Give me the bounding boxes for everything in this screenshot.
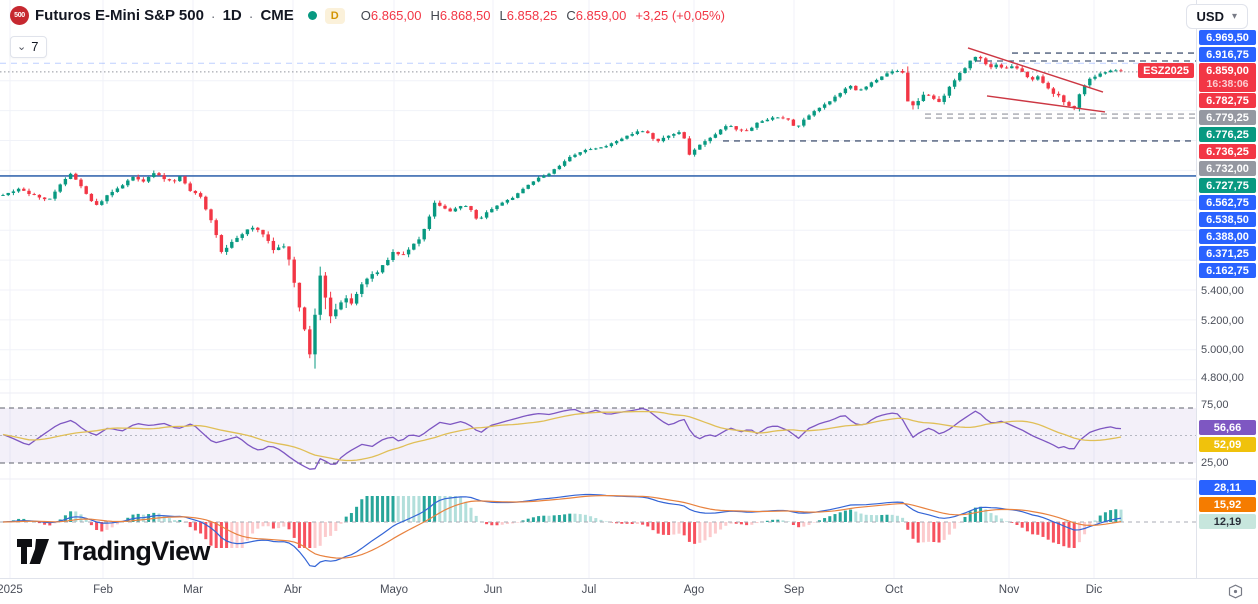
price-axis-label: 6.538,50 <box>1199 212 1256 227</box>
symbol-title[interactable]: Futuros E-Mini S&P 500 <box>35 7 204 24</box>
price-axis-tick: 5.200,00 <box>1201 314 1244 327</box>
low-value: 6.858,25 <box>506 8 558 23</box>
price-axis[interactable]: 6.969,50 6.916,75 6.859,00 16:38:06 6.782,75… <box>1196 0 1258 578</box>
contract-label: ESZ2025 <box>1138 63 1194 78</box>
low-label: L <box>499 8 507 23</box>
price-axis-label: 12,19 <box>1199 514 1256 529</box>
price-axis-label: 28,11 <box>1199 480 1256 495</box>
tradingview-logo-icon <box>17 539 49 564</box>
price-axis-label: 56,66 <box>1199 420 1256 435</box>
price-axis-tick: 25,00 <box>1201 456 1229 469</box>
countdown-timer: 16:38:06 <box>1206 77 1249 90</box>
chevron-down-icon: ▾ <box>1231 11 1237 22</box>
price-axis-tick: 75,00 <box>1201 398 1229 411</box>
open-label: O <box>360 8 371 23</box>
price-axis-label: 6.732,00 <box>1199 161 1256 176</box>
high-label: H <box>430 8 440 23</box>
time-axis-label: Ago <box>683 584 705 596</box>
price-axis-label: 6.371,25 <box>1199 246 1256 261</box>
price-axis-label: 6.562,75 <box>1199 195 1256 210</box>
time-axis-label: Oct <box>885 584 903 596</box>
currency-label: USD <box>1196 9 1224 24</box>
time-axis-label: Sep <box>783 584 805 596</box>
price-axis-tick: 5.000,00 <box>1201 343 1244 356</box>
time-axis-label: Abr <box>284 584 302 596</box>
indicators-collapse-button[interactable]: ⌄ 7 <box>10 36 48 58</box>
legend-separator: · <box>210 7 216 24</box>
indicators-count: 7 <box>31 39 39 54</box>
time-axis[interactable]: 2025 Feb Mar Abr Mayo Jun Jul Ago Sep Oct Nov Dic <box>0 578 1258 604</box>
time-axis-label: Mar <box>183 584 203 596</box>
time-axis-label: 2025 <box>0 584 23 596</box>
high-value: 6.868,50 <box>439 8 491 23</box>
time-axis-label: Nov <box>998 584 1020 596</box>
time-axis-label: Dic <box>1085 584 1103 596</box>
price-axis-label: 6.779,25 <box>1199 110 1256 125</box>
price-axis-label: 6.388,00 <box>1199 229 1256 244</box>
change-value: +3,25 (+0,05%) <box>635 8 725 23</box>
price-axis-label: 6.727,75 <box>1199 178 1256 193</box>
chevron-down-icon: ⌄ <box>17 40 27 53</box>
price-axis-tick: 4.800,00 <box>1201 371 1244 384</box>
price-axis-label: 6.162,75 <box>1199 263 1256 278</box>
price-axis-label: 6.969,50 <box>1199 30 1256 45</box>
price-axis-label: 6.859,00 16:38:06 <box>1199 63 1256 92</box>
price-axis-tick: 5.400,00 <box>1201 284 1244 297</box>
close-value: 6.859,00 <box>575 8 627 23</box>
ohlc-readout: O6.865,00 H6.868,50 L6.858,25 C6.859,00 … <box>361 8 725 23</box>
time-axis-label: Jun <box>483 584 503 596</box>
time-axis-label: Feb <box>93 584 113 596</box>
interval-label[interactable]: 1D <box>222 7 242 24</box>
price-axis-label: 6.736,25 <box>1199 144 1256 159</box>
symbol-logo: 500 <box>10 6 29 25</box>
price-axis-label: 15,92 <box>1199 497 1256 512</box>
price-axis-label: 6.776,25 <box>1199 127 1256 142</box>
price-axis-label: 52,09 <box>1199 437 1256 452</box>
time-axis-label: Jul <box>581 584 597 596</box>
price-axis-label: 6.916,75 <box>1199 47 1256 62</box>
open-value: 6.865,00 <box>370 8 422 23</box>
market-status-icon <box>307 11 317 20</box>
interval-badge[interactable]: D <box>324 7 345 24</box>
time-axis-label: Mayo <box>379 584 409 596</box>
currency-switcher-button[interactable]: USD ▾ <box>1185 4 1248 29</box>
close-label: C <box>566 8 576 23</box>
price-axis-label: 6.782,75 <box>1199 93 1256 108</box>
tradingview-logo[interactable]: TradingView <box>16 536 211 567</box>
tradingview-logo-text: TradingView <box>58 536 211 566</box>
exchange-label[interactable]: CME <box>260 7 294 24</box>
legend-separator: · <box>248 7 254 24</box>
symbol-legend[interactable]: 500 Futuros E-Mini S&P 500 · 1D · CME D … <box>10 6 725 25</box>
scale-settings-icon[interactable] <box>1227 583 1244 600</box>
